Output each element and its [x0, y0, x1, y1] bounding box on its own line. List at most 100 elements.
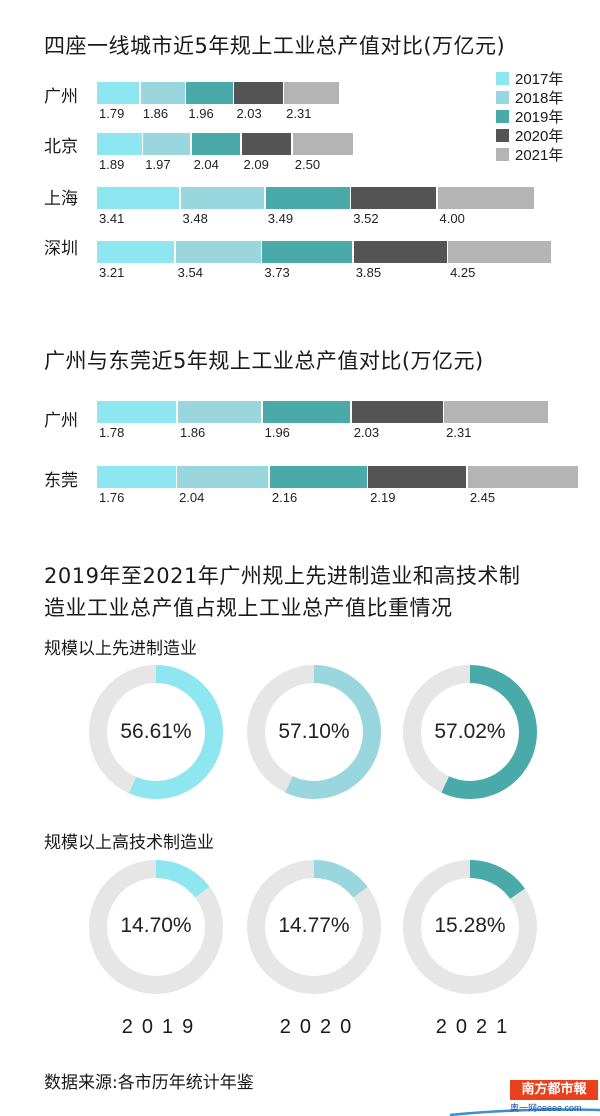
chart1-bar-3-2019 — [262, 241, 353, 263]
year-label-2021: 2021 — [435, 1016, 517, 1038]
chart2-bar-1-2018 — [177, 466, 269, 488]
chart2-value-0-2021: 2.31 — [446, 425, 472, 440]
chart1-value-0-2019: 1.96 — [188, 106, 214, 121]
donut-arc-1-2020 — [313, 860, 368, 898]
chart2-value-0-2017: 1.78 — [99, 425, 125, 440]
chart2-value-1-2019: 2.16 — [271, 490, 298, 505]
chart1-bar-2-2017 — [97, 187, 180, 209]
chart2-category-guangzhou: 广州 — [44, 411, 78, 431]
donut-label-adv-2021: 57.02% — [434, 720, 506, 743]
chart2-value-0-2019: 1.96 — [264, 425, 290, 440]
chart1-value-2-2020: 3.52 — [353, 211, 379, 226]
chart2-category-dongguan: 东莞 — [44, 471, 78, 491]
chart1-value-0-2018: 1.86 — [142, 106, 169, 121]
chart1-value-1-2021: 2.50 — [294, 157, 321, 172]
chart1-bar-3-2020 — [353, 241, 447, 263]
chart1-legend: 2017年 2018年 2019年 2020年 2021年 — [496, 68, 596, 168]
chart1-bar-1-2017 — [97, 133, 142, 155]
chart2-bar-0-2020 — [351, 401, 443, 423]
chart1-bar-0-2017 — [97, 82, 140, 104]
chart1-bar-1-2020 — [241, 133, 292, 155]
chart1-bar-1-2019 — [191, 133, 241, 155]
donut-label-ht-2020: 14.77% — [278, 914, 350, 937]
chart1-value-2-2017: 3.41 — [99, 211, 125, 226]
donut-title-line2: 造业工业总产值占规上工业总产值比重情况 — [44, 596, 453, 620]
chart1-bar-2-2021 — [437, 187, 535, 209]
chart1-bar-3-2021 — [448, 241, 551, 263]
donut-arc-1-2019 — [155, 860, 210, 898]
chart1-title: 四座一线城市近5年规上工业总产值对比(万亿元) — [44, 34, 506, 58]
donut-charts — [89, 665, 537, 994]
chart2-bar-1-2017 — [97, 466, 176, 488]
chart1-value-3-2021: 4.25 — [450, 265, 476, 280]
chart2-bar-0-2021 — [444, 401, 548, 423]
chart1-bar-0-2020 — [234, 82, 283, 104]
legend-label-2019: 2019年 — [515, 109, 564, 126]
donut-label-ht-2019: 14.70% — [120, 914, 192, 937]
chart1-bar-2-2020 — [351, 187, 437, 209]
chart1-value-1-2019: 2.04 — [193, 157, 219, 172]
donut-arc-1-2021 — [469, 860, 525, 900]
donut-label-adv-2020: 57.10% — [278, 720, 350, 743]
chart1-plot: 1.79 1.86 1.96 2.03 2.31 1.89 1.97 2.04 2.09 2.50… — [0, 0, 600, 300]
chart2-bar-0-2018 — [177, 401, 262, 423]
legend-swatch-2020 — [496, 129, 509, 142]
donut-arc-0-2021 — [441, 665, 537, 799]
chart1-bar-0-2021 — [284, 82, 340, 104]
legend-label-2020: 2020年 — [515, 128, 564, 145]
newspaper-logo: 南方都市報 — [510, 1080, 598, 1100]
legend-swatch-2019 — [496, 110, 509, 123]
chart1-bar-2-2018 — [180, 187, 265, 209]
chart1-bar-3-2017 — [97, 241, 175, 263]
chart2-plot: 1.78 1.86 1.96 2.03 2.31 1.76 2.04 2.16 2.19 2.45 — [0, 0, 600, 540]
chart2-bar-1-2020 — [368, 466, 467, 488]
donut-arc-0-2019 — [128, 665, 223, 799]
chart2-value-1-2020: 2.19 — [370, 490, 396, 505]
legend-swatch-2021 — [496, 148, 509, 161]
chart1-value-2-2018: 3.48 — [182, 211, 208, 226]
chart2-value-1-2018: 2.04 — [179, 490, 205, 505]
hightech-mfg-label: 规模以上高技术制造业 — [44, 833, 214, 853]
legend-swatch-2017 — [496, 72, 509, 85]
chart1-value-0-2017: 1.79 — [99, 106, 125, 121]
legend-label-2017: 2017年 — [515, 71, 564, 88]
chart2-value-1-2021: 2.45 — [469, 490, 496, 505]
chart1-value-1-2018: 1.97 — [145, 157, 171, 172]
advanced-mfg-label: 规模以上先进制造业 — [44, 639, 197, 659]
logo-swoosh-graphic — [450, 1108, 600, 1116]
donut-label-adv-2019: 56.61% — [120, 720, 192, 743]
legend-2021: 2021年 — [496, 144, 564, 164]
chart1-bar-1-2018 — [143, 133, 191, 155]
donut-label-ht-2021: 15.28% — [434, 914, 506, 937]
chart1-value-0-2020: 2.03 — [236, 106, 262, 121]
legend-label-2021: 2021年 — [515, 147, 564, 164]
chart1-bar-0-2018 — [140, 82, 185, 104]
donut-title-line1: 2019年至2021年广州规上先进制造业和高技术制 — [44, 564, 521, 588]
chart1-bar-1-2021 — [292, 133, 353, 155]
chart1-value-2-2019: 3.49 — [267, 211, 294, 226]
chart1-category-guangzhou: 广州 — [44, 87, 78, 107]
chart1-value-0-2021: 2.31 — [286, 106, 312, 121]
chart2-bar-0-2019 — [262, 401, 351, 423]
legend-2019: 2019年 — [496, 106, 564, 126]
chart2-bar-1-2021 — [467, 466, 578, 488]
chart2-title: 广州与东莞近5年规上工业总产值对比(万亿元) — [44, 349, 484, 373]
year-label-2020: 2020 — [279, 1016, 361, 1038]
chart1-category-shanghai: 上海 — [44, 189, 78, 209]
chart2-value-1-2017: 1.76 — [99, 490, 125, 505]
chart2-value-0-2018: 1.86 — [179, 425, 206, 440]
chart1-category-beijing: 北京 — [44, 137, 78, 157]
chart1-value-3-2017: 3.21 — [99, 265, 125, 280]
chart1-bar-0-2019 — [186, 82, 233, 104]
chart1-value-1-2020: 2.09 — [243, 157, 269, 172]
legend-label-2018: 2018年 — [515, 90, 564, 107]
year-label-2019: 2019 — [121, 1016, 203, 1038]
chart2-bar-1-2019 — [269, 466, 367, 488]
data-source: 数据来源:各市历年统计年鉴 — [44, 1073, 254, 1093]
chart2-value-0-2020: 2.03 — [353, 425, 380, 440]
legend-swatch-2018 — [496, 91, 509, 104]
legend-2017: 2017年 — [496, 68, 564, 88]
chart1-value-3-2020: 3.85 — [355, 265, 382, 280]
chart1-value-1-2017: 1.89 — [99, 157, 125, 172]
donut-arc-0-2020 — [285, 665, 381, 799]
